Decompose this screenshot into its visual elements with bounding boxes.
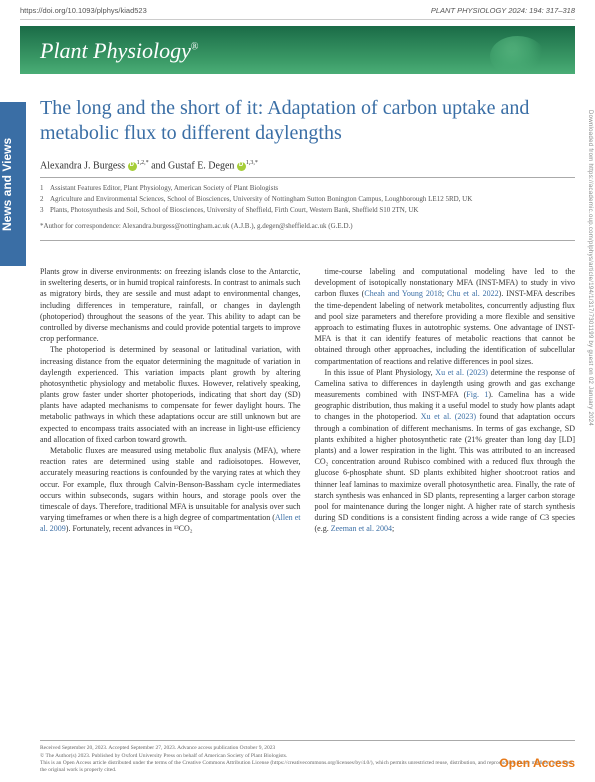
body-text: Plants grow in diverse environments: on … (40, 266, 575, 535)
aff-text-2: Agriculture and Environmental Sciences, … (50, 195, 472, 205)
aff-text-3: Plants, Photosynthesis and Soil, School … (50, 206, 418, 216)
paragraph: Metabolic fluxes are measured using meta… (40, 445, 301, 535)
content-area: News and Views The long and the short of… (0, 96, 595, 266)
orcid-icon[interactable] (128, 162, 137, 171)
author-line: Alexandra J. Burgess 1,2,* and Gustaf E.… (40, 160, 575, 171)
open-access-badge: Open Access (499, 756, 575, 772)
paragraph: Plants grow in diverse environments: on … (40, 266, 301, 344)
article-title: The long and the short of it: Adaptation… (40, 96, 575, 146)
author-2-aff: 1,3,* (246, 160, 258, 166)
header-rule (20, 19, 575, 20)
aff-text-1: Assistant Features Editor, Plant Physiol… (50, 184, 278, 194)
meta-rule (40, 240, 575, 241)
ref-link[interactable]: Cheah and Young 2018 (364, 289, 441, 298)
copyright-line: © The Author(s) 2023. Published by Oxfor… (40, 753, 575, 760)
header-bar: https://doi.org/10.1093/plphys/kiad523 P… (0, 0, 595, 19)
title-block: The long and the short of it: Adaptation… (26, 96, 595, 266)
aff-num-1: 1 (40, 184, 50, 194)
fig-link[interactable]: Fig. 1 (466, 390, 488, 399)
aff-num-3: 3 (40, 206, 50, 216)
author-1[interactable]: Alexandra J. Burgess (40, 160, 125, 171)
affiliations: 1Assistant Features Editor, Plant Physio… (40, 184, 575, 215)
paragraph: In this issue of Plant Physiology, Xu et… (315, 367, 576, 535)
ref-link[interactable]: Xu et al. (2023) (435, 368, 488, 377)
paragraph: The photoperiod is determined by seasona… (40, 344, 301, 445)
received-line: Received September 20, 2023. Accepted Se… (40, 745, 575, 752)
correspondence: *Author for correspondence: Alexandra.bu… (40, 222, 575, 230)
author-2[interactable]: Gustaf E. Degen (168, 160, 234, 171)
author-and: and (151, 160, 165, 171)
author-1-aff: 1,2,* (137, 160, 149, 166)
citation: PLANT PHYSIOLOGY 2024: 194: 317–318 (431, 6, 575, 15)
aff-num-2: 2 (40, 195, 50, 205)
ref-link[interactable]: Xu et al. (2023) (421, 412, 476, 421)
journal-banner: Plant Physiology® (20, 26, 575, 74)
orcid-icon[interactable] (237, 162, 246, 171)
section-tab: News and Views (0, 102, 26, 266)
paragraph: time-course labeling and computational m… (315, 266, 576, 367)
doi-link[interactable]: https://doi.org/10.1093/plphys/kiad523 (20, 6, 147, 15)
journal-name: Plant Physiology® (20, 26, 575, 64)
download-note: Downloaded from https://academic.oup.com… (587, 110, 593, 426)
ref-link[interactable]: Zeeman et al. 2004 (331, 524, 392, 533)
ref-link[interactable]: Chu et al. 2022 (447, 289, 499, 298)
license-line: This is an Open Access article distribut… (40, 760, 575, 774)
footer: Received September 20, 2023. Accepted Se… (40, 740, 575, 774)
author-rule (40, 177, 575, 178)
